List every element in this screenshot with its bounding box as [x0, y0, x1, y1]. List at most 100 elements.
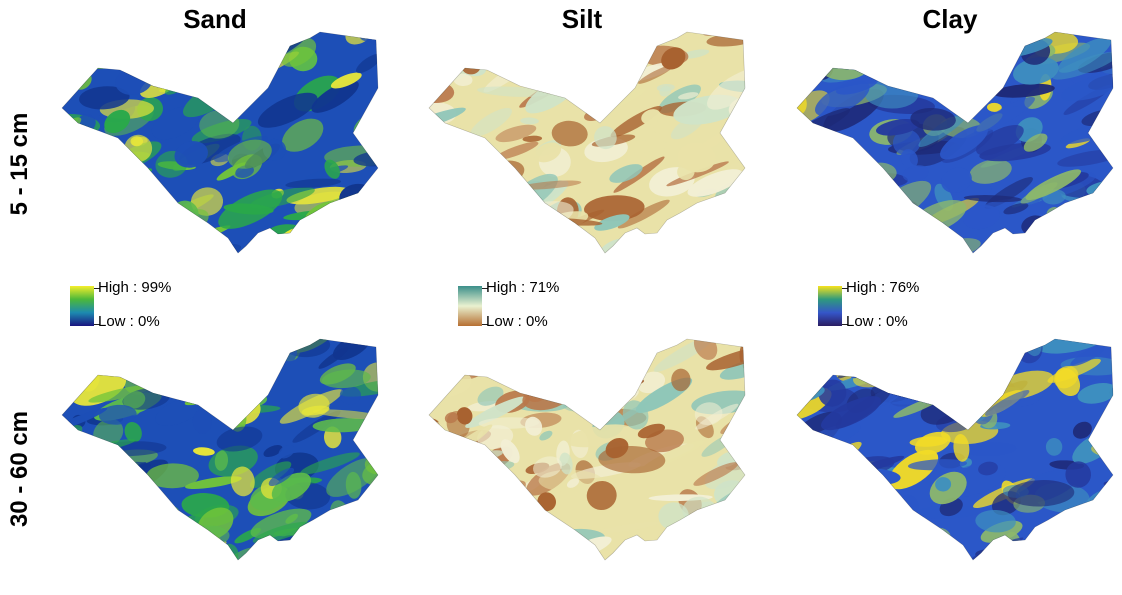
map-patch [126, 488, 152, 505]
map-patch [466, 497, 503, 524]
map-patch [1043, 230, 1060, 239]
map-patch [594, 126, 617, 150]
map-patch [82, 32, 145, 44]
map-patch [446, 229, 487, 253]
map-patch [1003, 203, 1029, 215]
map-patch [285, 178, 342, 189]
map-patch [333, 214, 378, 241]
legend-low-label: Low : 0% [486, 313, 548, 330]
map-patch [797, 536, 845, 560]
map-patch [257, 92, 318, 128]
map-patch [809, 539, 845, 560]
legend-tick-high [482, 288, 488, 289]
legend-color-ramp-silt [458, 286, 482, 326]
map-patch [146, 463, 199, 489]
map-patch [497, 351, 543, 367]
map-patch [216, 426, 263, 452]
map-patch [916, 68, 937, 77]
map-patch [81, 215, 123, 243]
map-patch [547, 384, 573, 399]
map-patch [555, 32, 595, 40]
map-patch [227, 342, 259, 362]
map-patch [62, 527, 108, 560]
map-patch [678, 92, 699, 100]
map-patch [192, 409, 212, 434]
map-patch [300, 452, 360, 475]
map-patch [1081, 250, 1113, 253]
map-patch [429, 540, 444, 560]
map-patch [1052, 51, 1113, 80]
map-patch [710, 526, 745, 549]
map-patch [62, 512, 92, 528]
legend-tick-low [94, 324, 100, 325]
map-patch [191, 51, 232, 78]
map-patch [188, 238, 211, 251]
map-patch [913, 539, 962, 560]
map-patch [475, 183, 489, 209]
map-patch [444, 412, 458, 424]
map-patch [62, 149, 95, 172]
map-patch [806, 544, 851, 560]
map-patch [465, 396, 526, 428]
map-patch [844, 188, 891, 218]
map-patch [987, 102, 1002, 112]
map-patch [1072, 421, 1092, 439]
map-patch [62, 503, 97, 533]
map-patch [814, 81, 870, 117]
map-patch [852, 523, 890, 543]
map-patch [798, 462, 855, 501]
map-patch [732, 216, 745, 245]
map-patch [130, 54, 198, 76]
map-patch [797, 32, 834, 49]
map-patch [586, 47, 616, 72]
map-patch [105, 533, 138, 560]
map-patch [453, 73, 473, 87]
map-patch [75, 155, 104, 178]
map-patch [467, 197, 519, 220]
map-patch [488, 536, 504, 555]
column-title-clay: Clay [922, 4, 978, 34]
map-patch [165, 42, 230, 70]
map-patch [214, 372, 271, 402]
silt-map-svg [428, 338, 746, 561]
legend-low-label: Low : 0% [846, 313, 908, 330]
map-patch [953, 84, 985, 105]
map-patch [1107, 242, 1113, 253]
map-patch [80, 558, 151, 560]
map-outline [428, 338, 746, 561]
map-patch [151, 48, 182, 61]
map-patch [797, 364, 819, 391]
legend-low-label: Low : 0% [98, 313, 160, 330]
legend-tick-low [482, 324, 488, 325]
map-patch [106, 513, 150, 539]
map-patch [1069, 516, 1113, 543]
map-patch [1074, 521, 1113, 551]
map-patch [852, 339, 890, 354]
map-patch [985, 390, 1030, 416]
map-patch [149, 32, 205, 64]
map-patch [65, 541, 120, 560]
map-patch [852, 42, 919, 66]
map-patch [845, 535, 898, 553]
map-patch [583, 35, 629, 63]
map-patch [62, 117, 82, 151]
map-patch [537, 69, 575, 78]
clay-map-svg [796, 31, 1114, 254]
map-patch [815, 481, 871, 496]
map-patch [68, 503, 104, 531]
map-patch [797, 509, 830, 546]
map-patch [224, 43, 279, 75]
map-patch [176, 32, 197, 48]
map-outline [796, 31, 1114, 254]
map-patch [560, 64, 629, 86]
map-patch [458, 175, 518, 214]
legend-tick-high [842, 288, 848, 289]
map-patch [1049, 237, 1078, 253]
map-patch [193, 447, 215, 456]
map-patch [854, 32, 871, 58]
map-patch [318, 347, 349, 369]
map-patch [693, 228, 731, 239]
map-patch [645, 235, 698, 252]
map-patch [488, 528, 551, 559]
map-patch [458, 538, 479, 559]
